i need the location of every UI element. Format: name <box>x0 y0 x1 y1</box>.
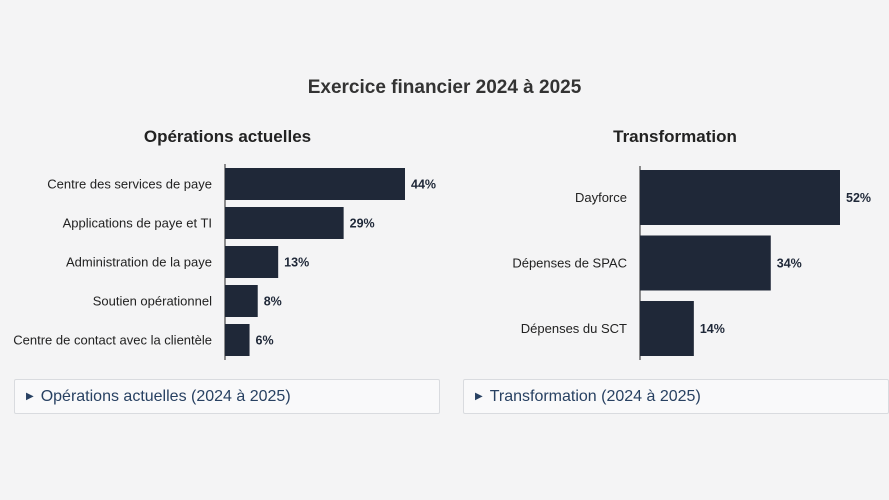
category-label: Dépenses du SCT <box>521 321 627 336</box>
value-label: 44% <box>411 178 436 192</box>
value-label: 52% <box>846 191 871 205</box>
bar <box>225 285 258 317</box>
category-label: Dépenses de SPAC <box>512 256 627 271</box>
bar <box>225 207 344 239</box>
chart-current-operations: Centre des services de paye 44% Applicatio… <box>13 164 436 360</box>
page-title: Exercice financier 2024 à 2025 <box>307 77 582 98</box>
caret-right-icon: ▶ <box>475 391 483 402</box>
details-label: Opérations actuelles (2024 à 2025) <box>40 387 291 405</box>
bar <box>225 324 250 356</box>
value-label: 6% <box>256 334 274 348</box>
bar <box>640 170 840 225</box>
chart-title-current-operations: Opérations actuelles <box>143 127 312 146</box>
value-label: 14% <box>700 322 725 336</box>
value-label: 8% <box>264 295 282 309</box>
category-label: Administration de la paye <box>66 255 212 270</box>
caret-right-icon: ▶ <box>26 391 34 402</box>
category-label: Applications de paye et TI <box>63 216 212 231</box>
details-toggle-current-operations[interactable]: ▶ Opérations actuelles (2024 à 2025) <box>14 379 440 414</box>
value-label: 13% <box>284 256 309 270</box>
category-label: Dayforce <box>575 190 627 205</box>
bar <box>640 235 771 291</box>
chart-title-transformation: Transformation <box>613 127 737 146</box>
chart-transformation: Dayforce 52% Dépenses de SPAC 34% Dépenses d… <box>512 166 871 360</box>
category-label: Soutien opérationnel <box>93 294 212 309</box>
category-label: Centre des services de paye <box>47 177 212 192</box>
value-label: 29% <box>350 217 375 231</box>
value-label: 34% <box>777 257 802 271</box>
bar <box>225 168 405 200</box>
bar <box>225 246 279 278</box>
category-label: Centre de contact avec la clientèle <box>13 333 212 348</box>
bar <box>640 301 694 356</box>
details-label: Transformation (2024 à 2025) <box>489 387 701 405</box>
details-toggle-transformation[interactable]: ▶ Transformation (2024 à 2025) <box>463 379 889 414</box>
